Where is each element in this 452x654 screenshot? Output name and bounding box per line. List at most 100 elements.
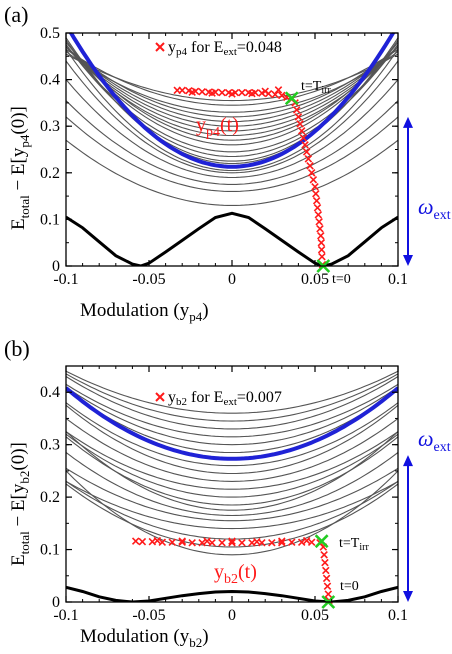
excited-curve (66, 480, 398, 530)
trajectory-point (278, 91, 286, 100)
t0-label-a: t=0 (332, 272, 351, 287)
y-tick-label: 0.3 (40, 118, 60, 135)
omega-label-a: ωext (418, 194, 451, 223)
legend-marker (155, 392, 165, 402)
omega-label-b: ωext (418, 426, 451, 455)
trajectory-point (278, 538, 286, 547)
excited-curve (66, 376, 398, 430)
y-tick-label: 0.1 (40, 211, 60, 228)
trajectory-point (322, 574, 331, 583)
excited-curve (66, 383, 398, 438)
trajectory-point (188, 538, 196, 547)
excited-curve (66, 417, 398, 482)
excited-curve (66, 480, 398, 540)
y-tick-label: 0 (52, 594, 60, 611)
x-tick-label: 0 (228, 607, 236, 624)
trajectory-point (271, 90, 279, 99)
x-tick-label: 0.05 (301, 271, 329, 288)
trajectory-point (309, 176, 318, 184)
excited-curve (66, 116, 398, 192)
excited-curve (66, 46, 398, 137)
y-tick-label: 0.5 (40, 25, 60, 42)
x-tick-label: 0.1 (388, 271, 408, 288)
axes-b: -0.1 -0.05 0 0.05 0.1 0 0.1 0.2 0.3 0.4 (40, 365, 408, 624)
trajectory-point (313, 203, 322, 212)
y-tick-label: 0.2 (40, 489, 60, 506)
y-tick-label: 0.3 (40, 437, 60, 454)
omega-arrow-b (403, 455, 413, 602)
panel-label-b: (b) (4, 336, 30, 361)
trajectory-point (153, 536, 162, 545)
y-tick-label: 0.1 (40, 542, 60, 559)
excited-curve (66, 433, 398, 498)
excited-curve (66, 436, 398, 506)
trajectory-point (315, 217, 323, 226)
trajectory-point (178, 537, 186, 545)
x-tick-label: 0.1 (388, 607, 408, 624)
panel-label-a: (a) (4, 2, 28, 27)
excited-curve (66, 51, 398, 113)
omega-arrow-a (403, 116, 413, 266)
trajectory-point (314, 210, 323, 219)
t0-label-b: t=0 (340, 579, 359, 594)
xlabel-b: Modulation (yb2) (80, 626, 209, 650)
y-tick-label: 0 (52, 258, 60, 275)
trajectory-point (168, 538, 177, 546)
trajectory-point (238, 538, 246, 547)
highlighted-curve (68, 33, 396, 169)
trajectory-point (188, 88, 196, 96)
excited-curves-a (66, 33, 398, 266)
trajectory-point (198, 538, 206, 547)
excited-curve (66, 483, 398, 548)
excited-curve (66, 386, 398, 446)
excited-curve (66, 41, 398, 146)
legend-text-a: yp4 for Eext=0.048 (168, 39, 282, 58)
trajectory-point (131, 537, 140, 545)
trajectory-point (218, 538, 226, 547)
trajectory-point (322, 566, 330, 575)
trajectory-point (218, 88, 226, 97)
excited-curve (66, 46, 398, 127)
irr-marker (284, 91, 299, 106)
trajectory-point (268, 538, 276, 547)
trajectory-point (302, 148, 311, 156)
excited-curve (66, 402, 398, 467)
trajectory-point (228, 537, 236, 545)
highlighted-curve (66, 386, 398, 461)
trajectory-point (292, 106, 301, 114)
y-tick-label: 0.2 (40, 165, 60, 182)
trajectory-point (321, 558, 329, 567)
trajectory-point (203, 537, 211, 545)
trajectory-point (312, 196, 321, 205)
trajectory-point (317, 245, 326, 254)
ylabel-a: Etotal − E[yp4(0)] (8, 106, 32, 230)
excited-curve (66, 46, 398, 132)
panel-b: (b) -0.1 -0.05 0 0.05 0.1 0 0.1 0.2 0.3 0.4 yb2 f… (4, 336, 451, 650)
trajectory-point (311, 183, 319, 191)
excited-curve (66, 467, 398, 522)
curve-label-a: yp4(t) (196, 114, 239, 140)
trajectory-point (248, 89, 256, 98)
curve-label-b: yb2(t) (214, 561, 257, 587)
excited-curve (66, 60, 398, 174)
excited-curve (66, 44, 398, 158)
trajectory-point (312, 190, 320, 198)
y-tick-label: 0.4 (40, 384, 60, 401)
excited-curve (66, 79, 398, 179)
x-tick-label: -0.1 (53, 271, 78, 288)
trajectory-point (261, 87, 269, 96)
trajectory-point (253, 537, 261, 546)
excited-curve (66, 46, 398, 123)
trajectory-point (228, 538, 236, 547)
axes-a: -0.1 -0.05 0 0.05 0.1 0 0.1 0.2 0.3 0.4 0.5 (40, 25, 408, 288)
trajectory-point (238, 88, 246, 97)
excited-curve (66, 373, 398, 422)
x-tick-label: -0.1 (53, 607, 78, 624)
trajectory-point (317, 238, 326, 247)
irr-marker (314, 534, 329, 549)
x-tick-label: -0.05 (132, 271, 165, 288)
trajectory-point (278, 537, 286, 545)
excited-curve (66, 48, 398, 172)
trajectory-point (198, 87, 206, 96)
